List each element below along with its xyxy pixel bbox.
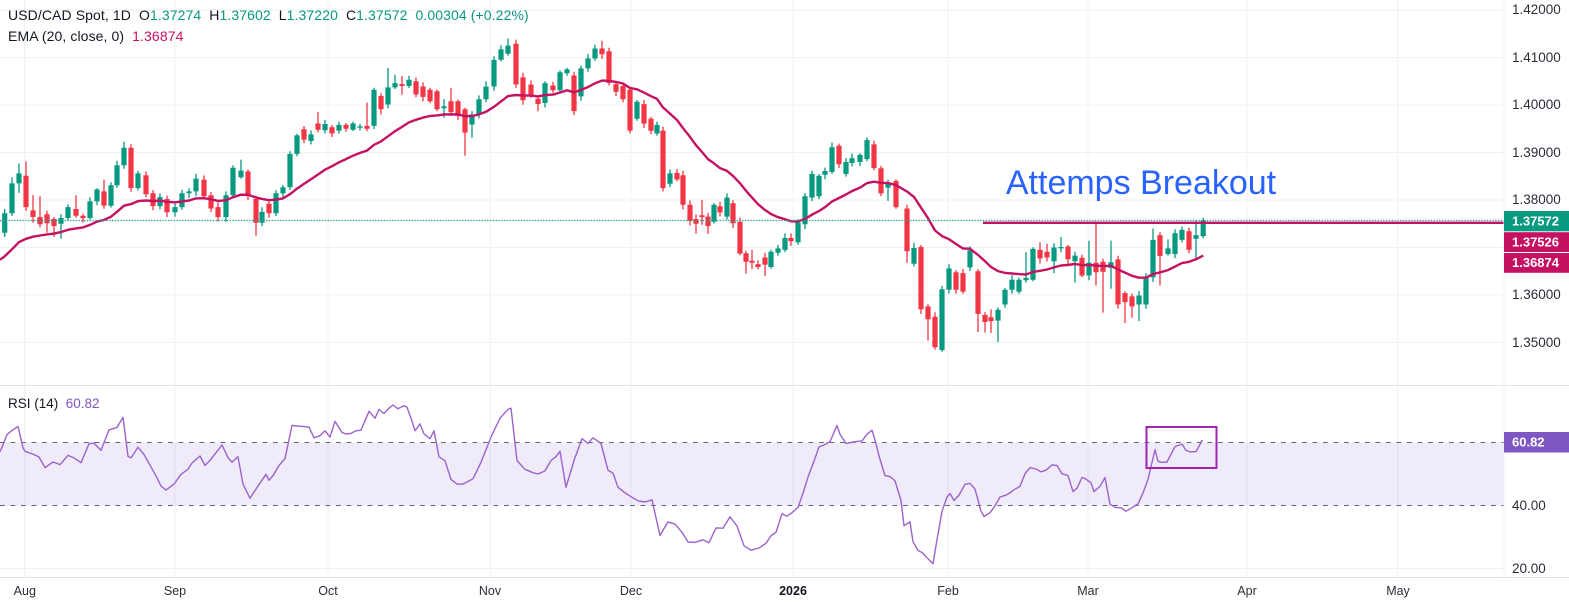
svg-text:1.36874: 1.36874 (1512, 255, 1560, 270)
svg-text:1.37572: 1.37572 (1512, 214, 1559, 229)
svg-text:60.82: 60.82 (1512, 435, 1545, 450)
svg-text:1.37526: 1.37526 (1512, 234, 1559, 249)
